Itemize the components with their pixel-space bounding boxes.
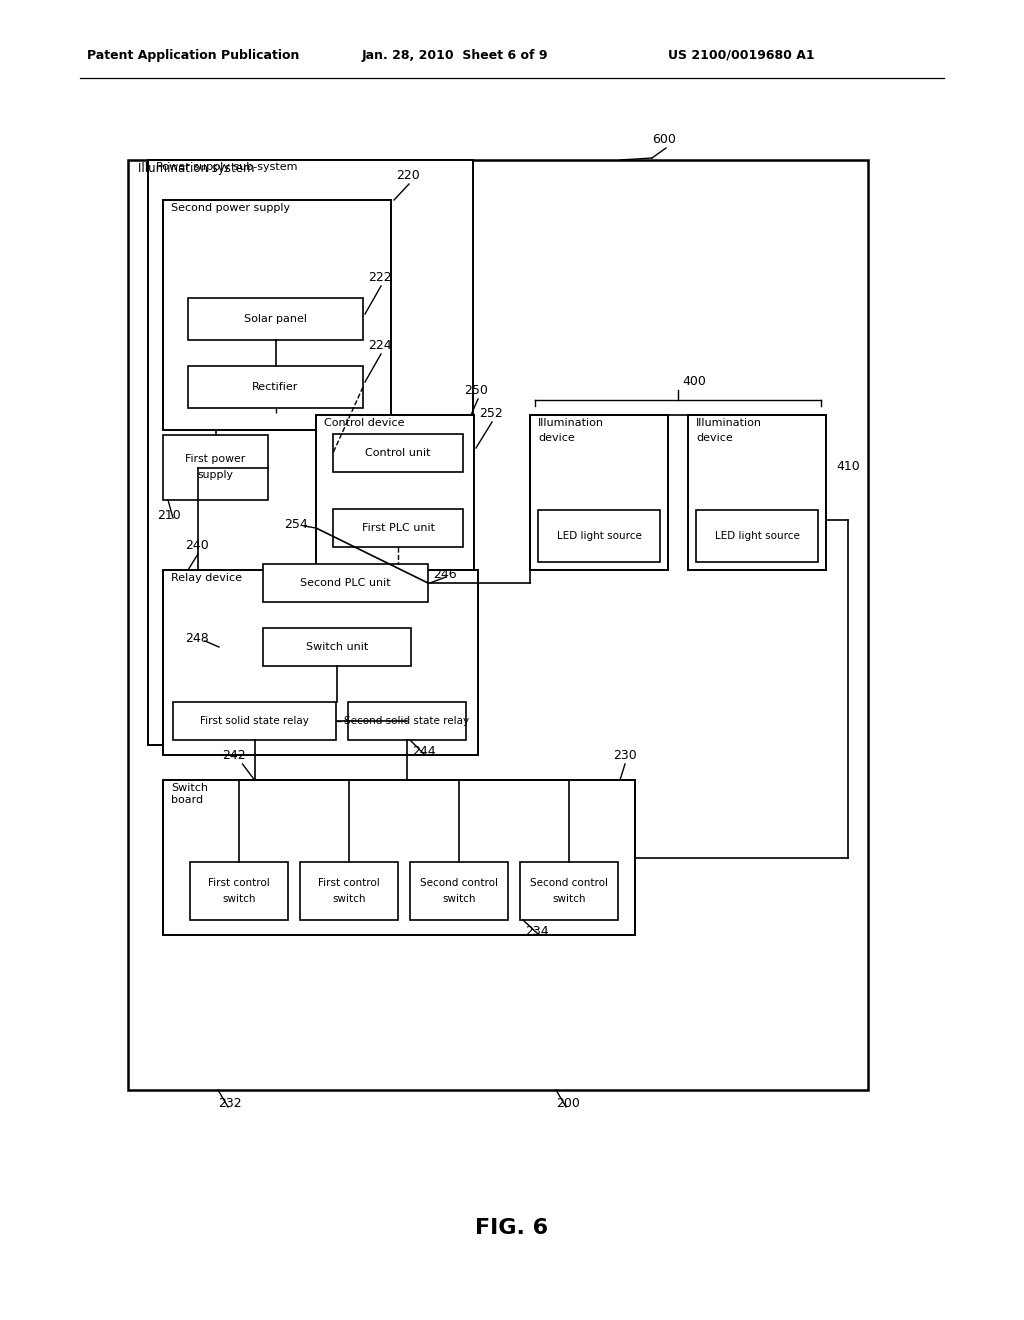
Text: FIG. 6: FIG. 6 [475, 1218, 549, 1238]
Text: 250: 250 [464, 384, 487, 397]
Text: Switch unit: Switch unit [306, 642, 368, 652]
Text: 234: 234 [525, 925, 549, 939]
Text: 248: 248 [185, 632, 209, 645]
Bar [348, 702, 466, 741]
Text: Rectifier: Rectifier [252, 381, 299, 392]
Text: First control: First control [318, 878, 380, 888]
Bar [300, 862, 398, 920]
Bar [316, 414, 474, 570]
Text: supply: supply [198, 470, 233, 480]
Bar [163, 570, 478, 755]
Text: 242: 242 [222, 748, 246, 762]
Bar [163, 780, 635, 935]
Text: 244: 244 [412, 744, 435, 758]
Text: LED light source: LED light source [557, 531, 641, 541]
Bar [188, 298, 362, 341]
Text: Second power supply: Second power supply [171, 203, 290, 213]
Text: 222: 222 [368, 271, 391, 284]
Bar [163, 201, 391, 430]
Text: US 2100/0019680 A1: US 2100/0019680 A1 [668, 49, 815, 62]
Text: switch: switch [332, 894, 366, 904]
Text: switch: switch [552, 894, 586, 904]
Text: Control device: Control device [324, 418, 404, 428]
Text: Relay device: Relay device [171, 573, 242, 583]
Bar [333, 434, 463, 473]
Bar [688, 414, 826, 570]
Text: 200: 200 [556, 1097, 580, 1110]
Text: 230: 230 [613, 748, 637, 762]
Text: Power supply sub-system: Power supply sub-system [156, 162, 298, 172]
Bar [263, 564, 428, 602]
Text: device: device [538, 433, 574, 444]
Text: 224: 224 [368, 339, 391, 352]
Text: 410: 410 [836, 459, 860, 473]
Text: switch: switch [222, 894, 256, 904]
Text: Second PLC unit: Second PLC unit [300, 578, 391, 587]
Text: 220: 220 [396, 169, 420, 182]
Bar [128, 160, 868, 1090]
Bar [530, 414, 668, 570]
Text: Patent Application Publication: Patent Application Publication [87, 49, 299, 62]
Bar [696, 510, 818, 562]
Text: Second solid state relay: Second solid state relay [344, 715, 470, 726]
Text: 254: 254 [284, 517, 308, 531]
Bar [410, 862, 508, 920]
Text: 400: 400 [682, 375, 706, 388]
Bar [163, 436, 268, 500]
Text: Illumination: Illumination [696, 418, 762, 428]
Text: 252: 252 [479, 407, 503, 420]
Text: First PLC unit: First PLC unit [361, 523, 434, 533]
Text: 600: 600 [652, 133, 676, 147]
Text: Illumination system: Illumination system [138, 162, 255, 176]
Bar [190, 862, 288, 920]
Text: switch: switch [442, 894, 476, 904]
Text: device: device [696, 433, 733, 444]
Text: 210: 210 [157, 510, 181, 521]
Bar [173, 702, 336, 741]
Text: Second control: Second control [420, 878, 498, 888]
Bar [148, 160, 473, 744]
Text: First solid state relay: First solid state relay [200, 715, 309, 726]
Bar [263, 628, 411, 667]
Text: Solar panel: Solar panel [244, 314, 307, 323]
Bar [333, 510, 463, 546]
Text: Switch
board: Switch board [171, 783, 208, 805]
Text: LED light source: LED light source [715, 531, 800, 541]
Text: 232: 232 [218, 1097, 242, 1110]
Text: First power: First power [185, 454, 246, 465]
Bar [538, 510, 660, 562]
Bar [188, 366, 362, 408]
Text: Second control: Second control [530, 878, 608, 888]
Text: Control unit: Control unit [366, 447, 431, 458]
Text: 246: 246 [433, 569, 457, 582]
Bar [520, 862, 618, 920]
Text: First control: First control [208, 878, 270, 888]
Text: 240: 240 [185, 539, 209, 552]
Text: Jan. 28, 2010  Sheet 6 of 9: Jan. 28, 2010 Sheet 6 of 9 [362, 49, 549, 62]
Text: Illumination: Illumination [538, 418, 604, 428]
